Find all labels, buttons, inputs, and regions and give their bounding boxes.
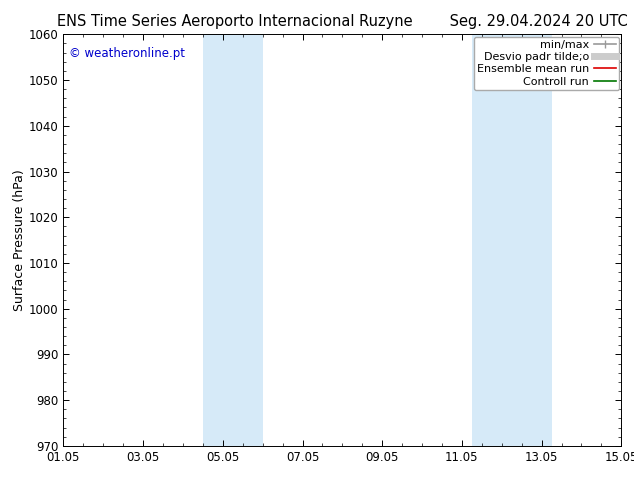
- Title: ENS Time Series Aeroporto Internacional Ruzyne        Seg. 29.04.2024 20 UTC: ENS Time Series Aeroporto Internacional …: [57, 14, 628, 29]
- Bar: [203, 34, 262, 446]
- Bar: [472, 34, 552, 446]
- Legend: min/max, Desvio padr tilde;o, Ensemble mean run, Controll run: min/max, Desvio padr tilde;o, Ensemble m…: [474, 37, 619, 90]
- Y-axis label: Surface Pressure (hPa): Surface Pressure (hPa): [13, 169, 26, 311]
- Text: © weatheronline.pt: © weatheronline.pt: [69, 47, 185, 60]
